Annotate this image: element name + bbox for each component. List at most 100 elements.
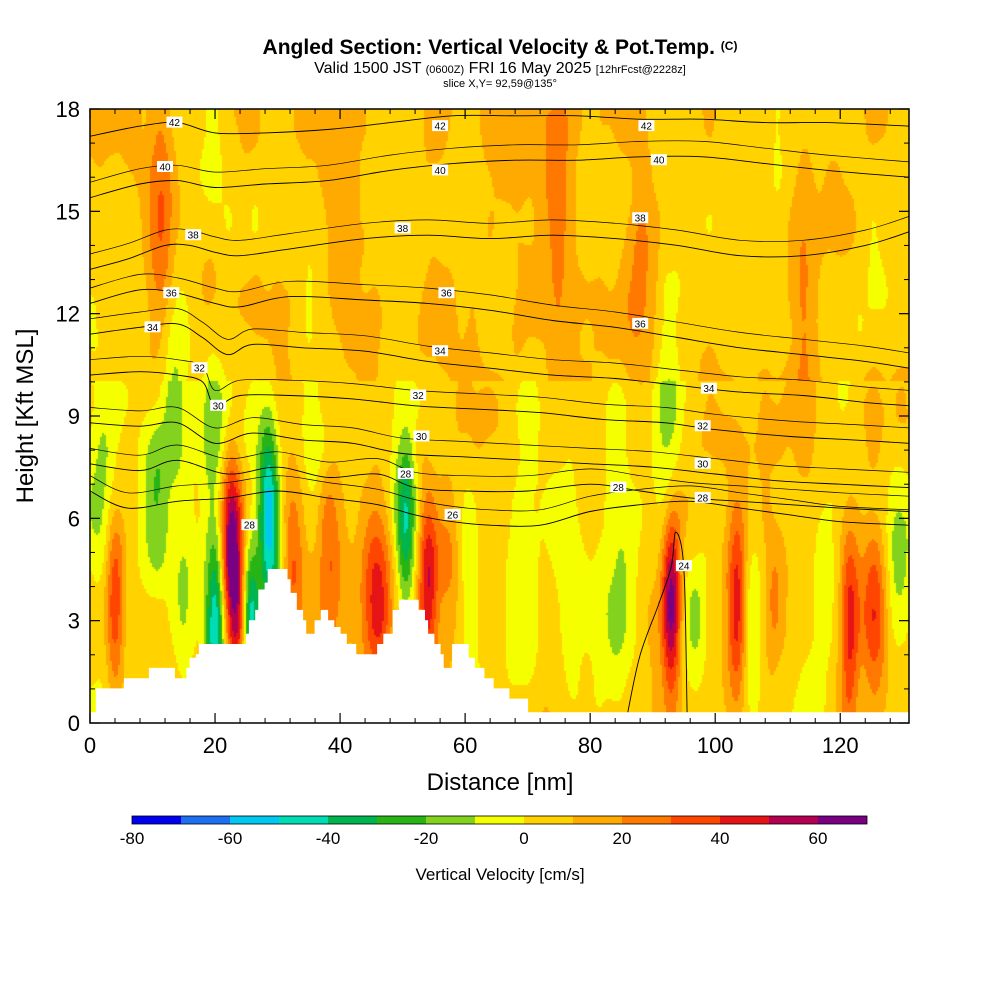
x-tick-label: 60 [453,733,477,758]
theta-contour-42 [90,114,909,137]
contour-label-text: 34 [435,347,447,358]
theta-contour-minor [90,216,909,255]
colorbar-title: Vertical Velocity [cm/s] [415,865,584,884]
contour-label: 28 [241,519,258,532]
subtitle-date: FRI 16 May 2025 [468,60,592,77]
contour-label-text: 28 [613,483,625,494]
colorbar-swatch [720,816,769,824]
theta-contour-24 [627,531,688,713]
contour-label: 30 [694,457,711,470]
colorbar-swatch [230,816,279,824]
plot-area: 42 42 42 40 40 40 38 38 38 36 36 36 34 34 34 32 32 32 30 30… [89,108,910,724]
contour-label-text: 30 [213,401,225,412]
contour-label: 28 [610,481,627,494]
theta-contour-minor [90,475,909,512]
vertical-velocity-field [90,109,909,723]
contour-label: 38 [632,212,649,225]
contour-label-text: 24 [678,562,690,573]
contour-label-text: 40 [653,156,665,167]
theta-contour-36 [90,288,909,369]
contour-label-text: 42 [169,118,181,129]
subtitle-valid-time: Valid 1500 JST [314,60,422,77]
x-tick-label: 100 [697,733,734,758]
contour-label: 32 [191,362,208,375]
theta-contour-38 [90,231,909,270]
contour-label-text: 38 [188,231,200,242]
colorbar-tick-label: 0 [519,829,528,848]
colorbar-tick-label: -60 [218,829,243,848]
slice-info: slice X,Y= 92,59@135° [443,78,557,90]
contour-labels: 42 42 42 40 40 40 38 38 38 36 36 36 34 34 34 32 32 32 30 30… [144,116,717,573]
x-tick-label: 80 [578,733,602,758]
terrain [90,569,909,723]
colorbar-swatch [524,816,573,824]
contour-label-text: 36 [441,289,453,300]
contour-label: 36 [163,287,180,300]
contour-label: 32 [410,389,427,402]
contour-label-text: 28 [697,493,709,504]
contour-label: 34 [700,382,717,395]
y-axis-label: Height [Kft MSL] [12,329,39,504]
y-tick-label: 0 [68,711,80,736]
title-main: Angled Section: Vertical Velocity & Pot.… [262,36,715,59]
contour-label: 36 [632,317,649,330]
contour-label: 24 [675,560,692,573]
theta-contour-minor [90,406,909,473]
colorbar-swatch [818,816,867,824]
x-tick-label: 120 [822,733,859,758]
contour-label-text: 40 [159,163,171,174]
chart-subtitle: Valid 1500 JST (0600Z) FRI 16 May 2025 [… [0,60,1000,78]
x-tick-label: 20 [203,733,227,758]
contour-label: 32 [694,420,711,433]
x-tick-label: 0 [84,733,96,758]
theta-contour-32 [90,371,909,444]
contour-label-text: 28 [400,470,412,481]
colorbar: -80 -60 -40 -20 0 20 40 60 [120,815,868,848]
contour-label: 42 [638,120,655,133]
colorbar-swatch [671,816,720,824]
y-tick-label: 6 [68,506,80,531]
colorbar-swatch [132,816,181,824]
colorbar-swatch [426,816,475,824]
y-tick-label: 3 [68,609,80,634]
colorbar-swatch [622,816,671,824]
theta-contour-minor [90,273,909,354]
contour-label: 40 [432,164,449,177]
theta-contour-minor [90,140,909,183]
colorbar-swatch [769,816,818,824]
colorbar-swatch [328,816,377,824]
theta-contour-30 [90,421,909,489]
y-tick-label: 18 [56,97,80,122]
contour-label: 30 [210,399,227,412]
contour-label: 42 [432,120,449,133]
contour-label: 38 [394,222,411,235]
colorbar-swatch [279,816,328,824]
contour-label-text: 40 [435,166,447,177]
contour-label-text: 36 [166,289,178,300]
contour-label: 42 [166,116,183,129]
y-tick-label: 9 [68,404,80,429]
colorbar-tick-label: 20 [613,829,632,848]
potential-temperature-contours [90,114,909,713]
contour-label-text: 34 [703,384,715,395]
theta-contour-minor [90,307,909,391]
contour-label-text: 30 [416,432,428,443]
contour-label: 40 [650,154,667,167]
colorbar-swatch [573,816,622,824]
x-tick-label: 40 [328,733,352,758]
contour-label-text: 32 [413,391,425,402]
colorbar-swatch [377,816,426,824]
theta-contour-34 [90,323,909,407]
contour-label-text: 26 [447,510,459,521]
y-tick-label: 15 [56,199,80,224]
contour-label: 36 [438,287,455,300]
colorbar-tick-label: -40 [316,829,341,848]
theta-contour-minor [90,444,909,497]
title-suffix: (C) [720,39,738,53]
terrain-edge [90,569,909,714]
contour-label-text: 30 [697,459,709,470]
contour-label: 34 [144,321,161,334]
contour-label-text: 28 [244,521,256,532]
